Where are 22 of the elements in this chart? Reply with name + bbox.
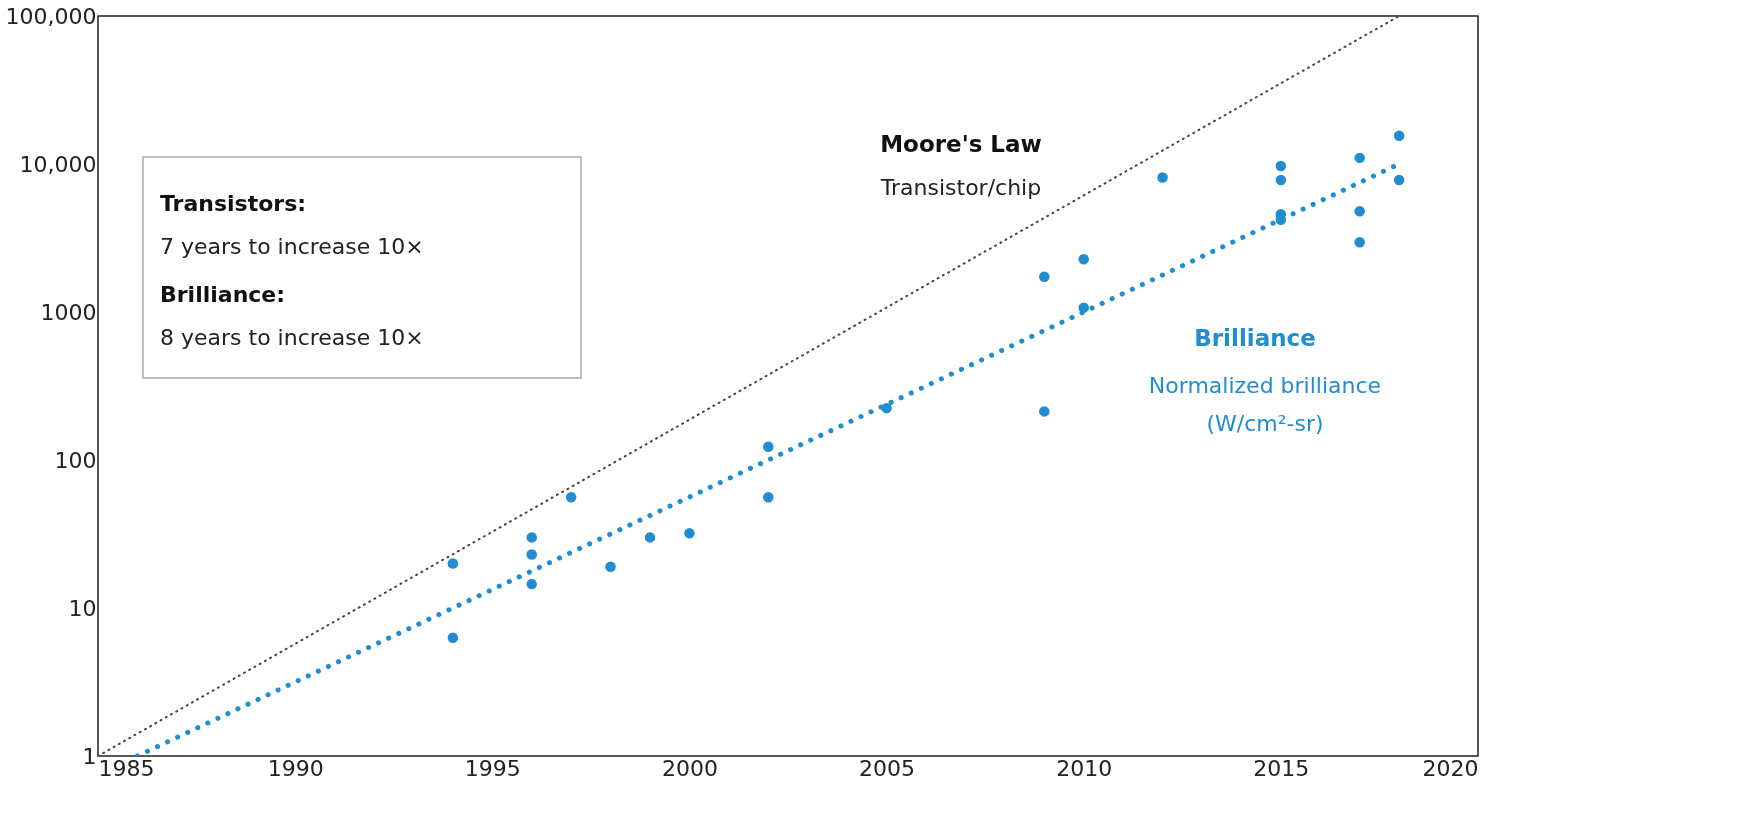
annotation: Transistors:: [160, 191, 307, 216]
annotation: Transistor/chip: [879, 175, 1042, 200]
x-tick-label: 2010: [1056, 755, 1113, 781]
annotation: 7 years to increase 10×: [160, 234, 424, 259]
x-tick-label: 2015: [1253, 755, 1310, 781]
y-tick-label: 10,000: [19, 151, 97, 177]
y-tick-label: 10: [68, 595, 97, 621]
x-tick-label: 2000: [661, 755, 718, 781]
y-tick-label: 1: [82, 743, 97, 769]
annotation: 8 years to increase 10×: [160, 325, 424, 350]
x-tick-label: 2020: [1422, 755, 1479, 781]
y-tick-label: 100,000: [5, 3, 97, 29]
y-tick-label: 1000: [40, 299, 97, 325]
text: Brilliance: [1194, 325, 1316, 351]
x-tick-label: 1985: [98, 755, 155, 781]
x-tick-label: 1990: [267, 755, 324, 781]
text: Moore's Law: [880, 131, 1042, 157]
y-tick-label: 100: [54, 447, 97, 473]
annotation: Brilliance:: [160, 282, 286, 307]
x-tick-label: 2005: [859, 755, 916, 781]
annotation: Normalized brilliance (W/cm²-sr): [1148, 373, 1382, 436]
x-tick-label: 1995: [464, 755, 521, 781]
